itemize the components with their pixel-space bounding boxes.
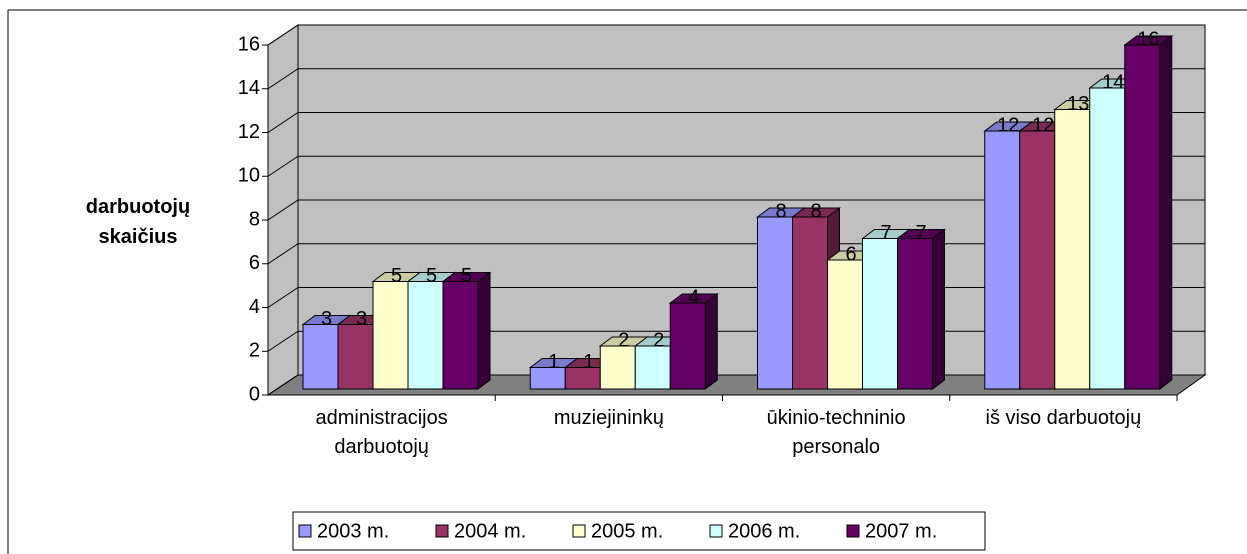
grid-line — [267, 330, 299, 352]
grid-line — [267, 374, 299, 396]
value-label: 7 — [880, 222, 891, 244]
y-tick-label: 4 — [249, 296, 260, 318]
value-label: 8 — [775, 200, 786, 222]
value-label: 8 — [810, 200, 821, 222]
bar-side — [1159, 35, 1173, 390]
grid-line — [267, 243, 299, 265]
y-axis-label: darbuotojų skaičius — [85, 196, 191, 248]
bar — [862, 238, 898, 390]
bar — [599, 345, 636, 390]
bar — [1054, 109, 1091, 390]
bar — [792, 216, 828, 390]
grid-line — [267, 68, 299, 90]
y-tick-label: 6 — [249, 252, 260, 274]
value-label: 5 — [461, 265, 472, 287]
value-label: 5 — [426, 265, 437, 287]
legend-swatch — [572, 524, 586, 538]
legend-swatch — [435, 524, 449, 538]
value-label: 16 — [1137, 28, 1159, 50]
bar — [827, 259, 863, 390]
legend-swatch — [298, 524, 312, 538]
legend-label: 2007 m. — [865, 520, 937, 542]
bar-side — [932, 228, 945, 390]
legend-swatch — [846, 524, 860, 538]
bar — [337, 324, 374, 390]
legend-swatch — [709, 524, 723, 538]
value-label: 7 — [915, 222, 926, 244]
bar-side — [704, 293, 718, 390]
bar — [1124, 44, 1161, 390]
legend-label: 2004 m. — [454, 520, 526, 542]
bar — [984, 130, 1021, 390]
grid-line — [267, 199, 299, 221]
x-tick-label: administracijos darbuotojų — [315, 407, 448, 458]
legend-box — [292, 511, 986, 551]
legend-label: 2006 m. — [728, 520, 800, 542]
value-label: 2 — [618, 329, 629, 351]
bar — [634, 345, 671, 390]
legend-label: 2003 m. — [317, 520, 389, 542]
bar — [442, 281, 479, 390]
y-tick-label: 14 — [238, 77, 260, 99]
x-tick-label: ūkinio-techninio personalo — [766, 407, 906, 458]
y-tick-label: 16 — [238, 33, 260, 55]
value-label: 12 — [1032, 114, 1054, 136]
grid-line — [267, 287, 299, 308]
bar — [1089, 87, 1126, 390]
bar — [372, 281, 409, 390]
value-label: 3 — [356, 308, 367, 330]
value-label: 1 — [583, 351, 594, 373]
bar — [757, 216, 793, 390]
bar — [302, 324, 339, 390]
x-tick-label: iš viso darbuotojų — [985, 407, 1142, 429]
grid-line — [267, 112, 299, 133]
y-tick-label: 2 — [249, 340, 260, 362]
bar — [669, 302, 706, 390]
bar — [1019, 130, 1056, 390]
y-tick-label: 12 — [238, 121, 260, 143]
y-tick-label: 8 — [249, 208, 260, 230]
bar — [407, 281, 444, 390]
y-tick-label: 10 — [238, 165, 260, 187]
x-tick-label: muziejininkų — [553, 407, 664, 429]
value-label: 12 — [997, 114, 1019, 136]
grid-line — [267, 155, 299, 177]
grid-line — [267, 24, 299, 46]
bar-side — [477, 271, 491, 390]
bar — [897, 238, 933, 390]
value-label: 3 — [321, 308, 332, 330]
value-label: 5 — [391, 265, 402, 287]
value-label: 13 — [1067, 93, 1089, 115]
value-label: 2 — [653, 329, 664, 351]
legend-label: 2005 m. — [591, 520, 663, 542]
value-label: 6 — [845, 243, 856, 265]
value-label: 4 — [688, 286, 699, 308]
value-label: 1 — [548, 351, 559, 373]
value-label: 14 — [1102, 71, 1124, 93]
y-tick-label: 0 — [249, 383, 260, 405]
